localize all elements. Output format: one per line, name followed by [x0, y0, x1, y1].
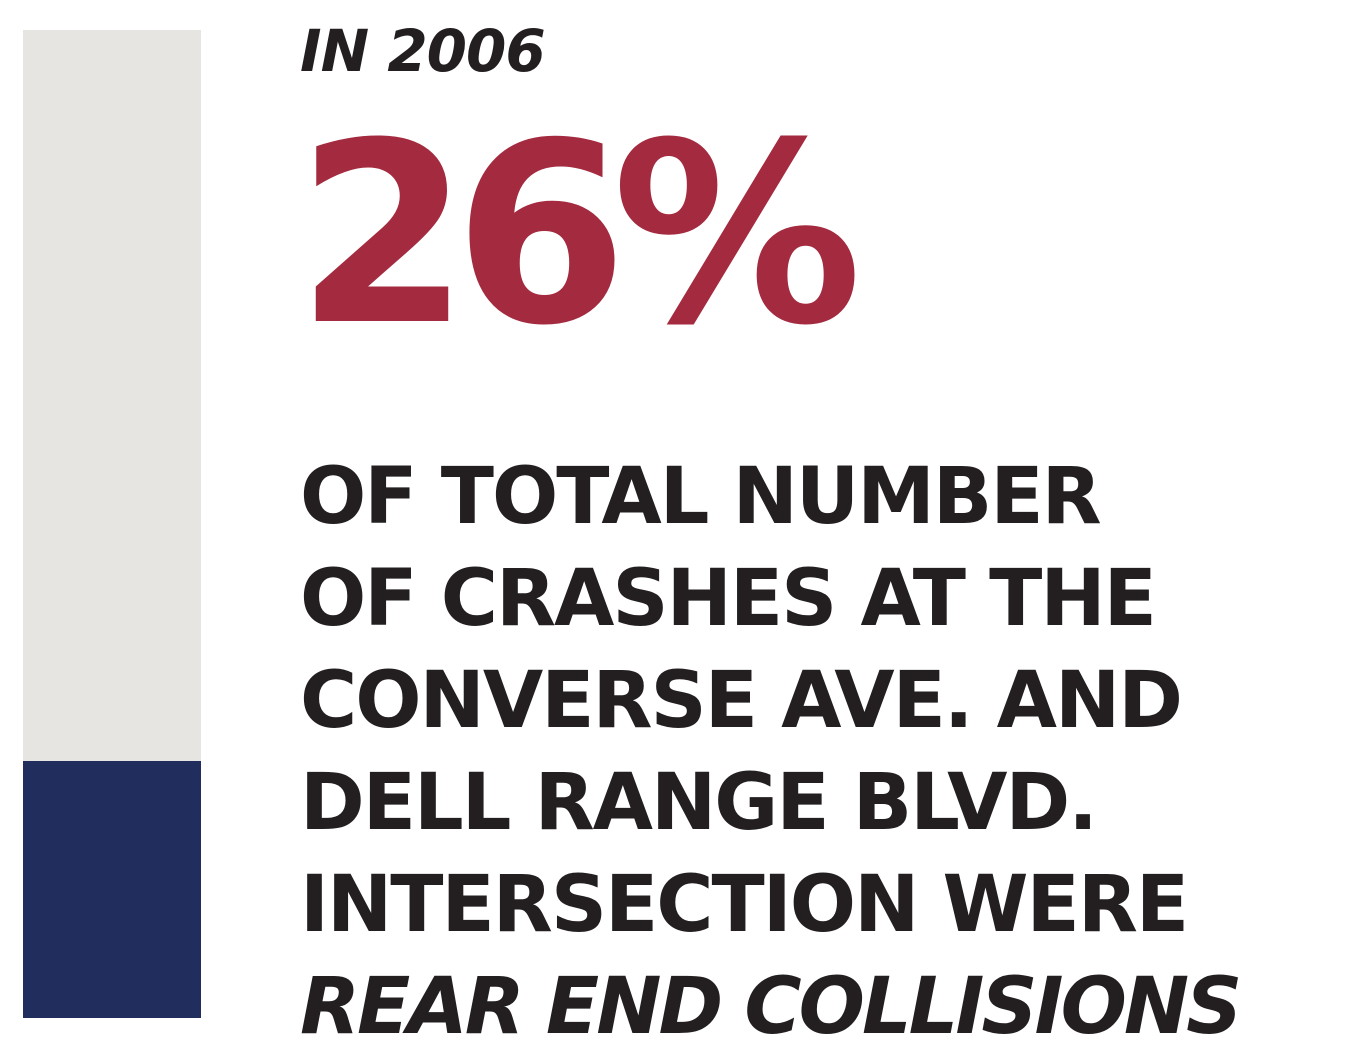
description-line: CONVERSE AVE. AND [300, 656, 1183, 746]
year-label: IN 2006 [300, 17, 546, 85]
description-line: OF TOTAL NUMBER [300, 452, 1102, 542]
description-line: INTERSECTION WERE [300, 860, 1189, 950]
description-line: DELL RANGE BLVD. [300, 758, 1098, 848]
description-emphasis: REAR END COLLISIONS [300, 962, 1242, 1052]
statistic-description: OF TOTAL NUMBER OF CRASHES AT THE CONVER… [300, 446, 1346, 1058]
description-line: OF CRASHES AT THE [300, 554, 1157, 644]
proportion-bar-fill [23, 761, 201, 1018]
percentage-statistic: 26% [296, 89, 862, 380]
proportion-bar [23, 30, 201, 1018]
